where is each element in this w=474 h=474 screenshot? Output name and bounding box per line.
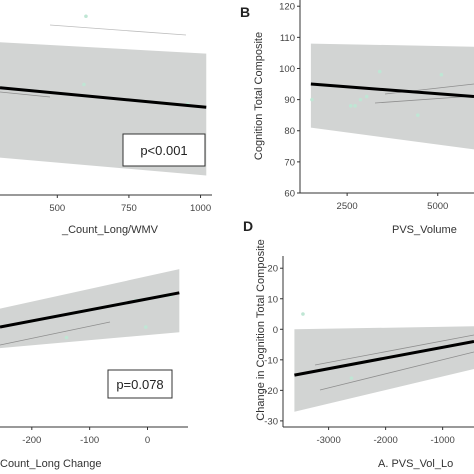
data-point — [64, 335, 69, 340]
y-tick-label: -20 — [264, 386, 278, 397]
p-value-box — [122, 133, 206, 167]
y-tick-label: 0 — [273, 325, 278, 336]
data-point — [301, 312, 305, 316]
y-tick-label: 110 — [280, 33, 295, 44]
y-tick-label: 20 — [267, 264, 278, 275]
reference-line — [314, 334, 474, 366]
confidence-band — [294, 326, 474, 412]
reference-line — [49, 24, 187, 36]
panel-top-left: 500 750 1000 _Count_Long/WMV p<0.001 — [0, 14, 212, 236]
x-tick-label: -2000 — [373, 435, 397, 446]
x-tick-label: -1000 — [430, 435, 454, 446]
x-axis-label: _Count_Long/WMV — [61, 224, 159, 236]
regression-line — [0, 86, 207, 109]
data-point — [353, 104, 357, 108]
y-axis-label: Change in Cognition Total Composite — [255, 239, 267, 420]
data-point — [84, 14, 88, 19]
y-tick-label: 120 — [279, 2, 295, 13]
data-point — [364, 94, 369, 99]
y-axis-label: Cognition Total Composite — [253, 32, 265, 160]
x-tick-label: -200 — [22, 435, 41, 446]
panel-bottom-right: -3000 -2000 -1000 -30 -20 -10 0 10 20 A. PVS_Vol_… — [243, 218, 474, 470]
regression-line — [294, 340, 474, 377]
x-tick-label: -3000 — [316, 435, 340, 446]
data-point — [143, 325, 148, 329]
y-tick-label: 70 — [284, 157, 295, 168]
panel-top-right: 2500 5000 60 70 80 90 100 110 120 PVS_Volume Cogni… — [240, 0, 474, 236]
panel-bottom-left: -200 -100 0 Count_Long Change p=0.078 — [0, 269, 188, 470]
data-point — [82, 82, 86, 87]
data-point — [348, 104, 353, 108]
regression-line — [310, 82, 474, 98]
regression-line — [0, 291, 180, 329]
y-tick-label: 90 — [284, 95, 295, 106]
data-point — [349, 376, 354, 380]
y-tick-label: 10 — [267, 294, 278, 305]
confidence-band — [310, 43, 474, 150]
y-tick-label: -30 — [264, 416, 278, 427]
data-point — [310, 97, 314, 102]
y-tick-label: 80 — [284, 126, 295, 137]
data-point — [416, 113, 420, 117]
x-tick-label: 5000 — [427, 201, 448, 212]
y-tick-label: 60 — [284, 189, 295, 200]
data-point — [439, 72, 444, 77]
p-value-box — [107, 369, 173, 399]
x-tick-label: 750 — [121, 203, 137, 214]
reference-line — [319, 351, 474, 391]
x-tick-label: 2500 — [337, 201, 358, 212]
panel-label: D — [243, 218, 253, 234]
x-tick-label: 0 — [145, 435, 150, 446]
y-tick-label: -10 — [264, 355, 278, 366]
data-point — [377, 69, 382, 74]
x-axis-label: PVS_Volume — [392, 224, 457, 236]
data-point — [358, 97, 363, 102]
reference-line — [374, 95, 474, 104]
reference-line — [0, 91, 51, 98]
p-value-text: p=0.078 — [116, 377, 163, 392]
y-tick-label: 100 — [279, 64, 295, 75]
x-tick-label: 1000 — [190, 203, 211, 214]
p-value-text: p<0.001 — [140, 143, 187, 158]
x-tick-label: 500 — [49, 203, 65, 214]
x-tick-label: -100 — [80, 435, 99, 446]
x-axis-label: Count_Long Change — [0, 458, 102, 470]
panel-label: B — [240, 4, 250, 20]
reference-line — [0, 321, 111, 346]
x-axis-label: A. PVS_Vol_Lo — [378, 458, 453, 470]
